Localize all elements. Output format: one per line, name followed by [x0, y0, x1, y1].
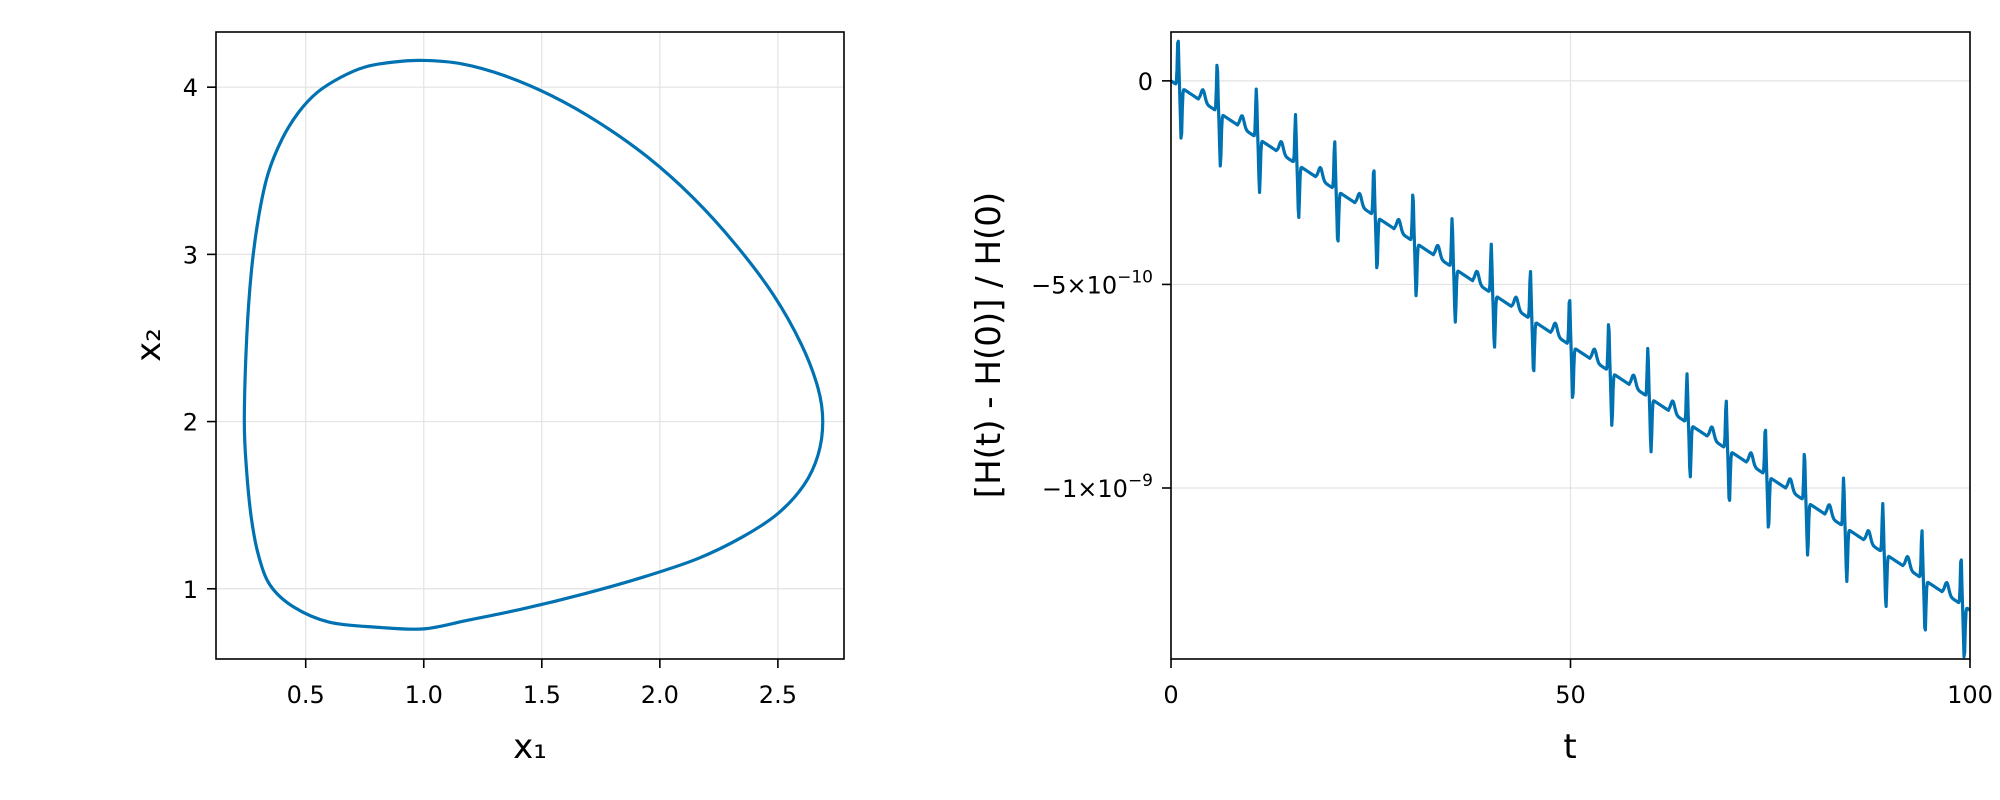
energy-error-y-tick-label-base: 0	[1138, 68, 1153, 96]
energy-error-y-axis-label: [H(t) - H(0)] / H(0)	[969, 192, 1009, 498]
energy-error-x-tick-label: 50	[1555, 681, 1586, 709]
phase-portrait-x-tick-label: 1.0	[405, 681, 443, 709]
phase-portrait-y-tick-label: 4	[183, 74, 198, 102]
energy-error-y-tick-label: −5×10−10	[1031, 267, 1153, 299]
phase-portrait-orbit-line	[242, 58, 825, 631]
energy-error-x-tick-label: 100	[1947, 681, 1993, 709]
energy-error-x-tick-label: 0	[1163, 681, 1178, 709]
phase-portrait-frame	[215, 31, 845, 660]
phase-portrait-y-axis-label: x₂	[129, 328, 169, 362]
energy-error-panel: 0 50 100 0 −5×10−10 −1×10−9 t [H(t) - H(0)] /…	[969, 31, 1993, 767]
phase-portrait-ticks: 0.5 1.0 1.5 2.0 2.5 1 2 3 4	[183, 74, 797, 709]
energy-error-line	[1170, 39, 1971, 659]
energy-error-y-tick-label-base: −5×10	[1031, 271, 1117, 299]
phase-portrait-panel: 0.5 1.0 1.5 2.0 2.5 1 2 3 4 x₁ x₂	[129, 31, 845, 767]
energy-error-y-tick-label-exponent: −9	[1128, 471, 1153, 491]
energy-error-ticks: 0 50 100 0 −5×10−10 −1×10−9	[1031, 68, 1993, 709]
phase-portrait-x-tick-label: 1.5	[523, 681, 561, 709]
energy-error-y-tick-label: −1×10−9	[1042, 471, 1153, 503]
energy-error-y-tick-label-exponent: −10	[1117, 267, 1153, 287]
phase-portrait-y-tick-label: 3	[183, 241, 198, 269]
phase-portrait-y-tick-label: 2	[183, 409, 198, 437]
phase-portrait-grid	[216, 32, 844, 659]
energy-error-x-axis-label: t	[1563, 727, 1576, 767]
phase-portrait-x-tick-label: 2.0	[641, 681, 679, 709]
phase-portrait-x-axis-label: x₁	[513, 727, 547, 767]
phase-portrait-x-tick-label: 2.5	[759, 681, 797, 709]
energy-error-y-tick-label: 0	[1138, 68, 1153, 96]
phase-portrait-y-tick-label: 1	[183, 576, 198, 604]
phase-portrait-x-tick-label: 0.5	[287, 681, 325, 709]
energy-error-y-tick-label-base: −1×10	[1042, 475, 1128, 503]
